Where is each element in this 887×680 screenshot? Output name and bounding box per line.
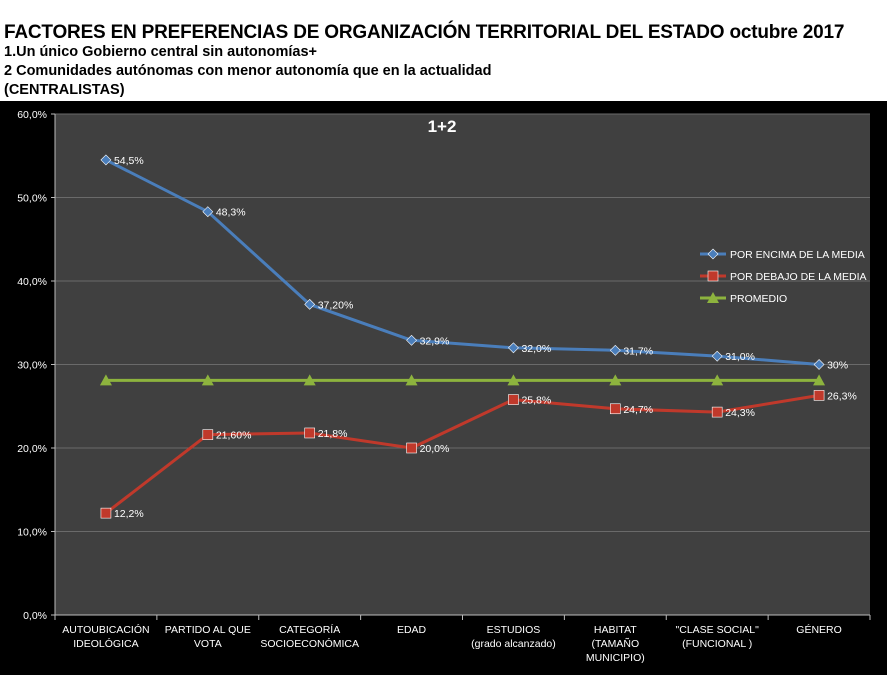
x-tick-label: "CLASE SOCIAL" [676, 624, 760, 636]
x-tick-label: HABITAT [594, 624, 637, 636]
subtitle-line-2: 2 Comunidades autónomas con menor autono… [4, 63, 492, 79]
data-point [304, 427, 315, 439]
page-title: FACTORES EN PREFERENCIAS DE ORGANIZACIÓN… [4, 22, 845, 43]
y-tick-label: 40,0% [17, 276, 47, 288]
y-tick-label: 30,0% [17, 360, 47, 372]
data-label: 25,8% [521, 395, 551, 407]
data-point [610, 403, 621, 415]
data-label: 24,7% [623, 404, 653, 416]
data-point [711, 406, 723, 418]
y-tick-label: 60,0% [17, 109, 47, 121]
subtitle-line-1: 1.Un único Gobierno central sin autonomí… [4, 44, 318, 60]
y-tick-label: 10,0% [17, 527, 47, 539]
subtitle-line-3: (CENTRALISTAS) [4, 82, 125, 98]
x-tick-label: (grado alcanzado) [471, 638, 556, 650]
data-point [609, 374, 622, 386]
data-point [707, 248, 719, 260]
data-point [813, 390, 825, 401]
x-tick-label: SOCIOECONÓMICA [260, 637, 359, 650]
data-point [99, 374, 112, 386]
x-tick-label: MUNICIPIO) [586, 652, 645, 664]
data-point [303, 374, 316, 386]
x-tick-label: AUTOUBICACIÓN [62, 623, 149, 636]
data-point [202, 206, 214, 218]
data-label: 30% [827, 360, 848, 372]
data-label: 31,7% [623, 345, 653, 357]
data-point [508, 394, 519, 405]
data-point [507, 374, 520, 386]
data-point [508, 342, 519, 354]
header: FACTORES EN PREFERENCIAS DE ORGANIZACIÓN… [0, 0, 887, 101]
y-tick-label: 0,0% [23, 610, 47, 622]
data-point [201, 374, 214, 386]
data-label: 37,20% [318, 299, 354, 311]
data-label: 26,3% [827, 390, 857, 402]
data-point [406, 442, 417, 454]
legend-label: POR ENCIMA DE LA MEDIA [730, 249, 865, 261]
data-label: 32,0% [521, 343, 551, 355]
x-tick-label: GÉNERO [796, 623, 842, 636]
x-tick-label: (FUNCIONAL ) [682, 638, 752, 650]
data-point [202, 429, 214, 440]
data-label: 54,5% [114, 155, 144, 167]
data-point [405, 374, 418, 386]
data-point [304, 298, 316, 310]
data-label: 20,0% [420, 443, 450, 455]
x-tick-label: ESTUDIOS [487, 624, 541, 636]
data-label: 48,3% [216, 207, 246, 219]
legend-label: PROMEDIO [730, 293, 787, 305]
data-point [711, 350, 723, 362]
data-label: 31,0% [725, 351, 755, 363]
x-tick-label: EDAD [397, 624, 427, 636]
x-tick-label: PARTIDO AL QUE [165, 624, 251, 636]
data-label: 21,60% [216, 430, 252, 442]
data-point [100, 154, 112, 166]
data-point [813, 374, 826, 386]
data-label: 21,8% [318, 428, 348, 440]
data-label: 32,9% [420, 335, 450, 347]
data-point [813, 359, 825, 370]
chart-title: 1+2 [428, 117, 457, 136]
data-point [609, 344, 621, 356]
data-point [711, 374, 724, 386]
y-tick-label: 20,0% [17, 443, 47, 455]
x-tick-label: VOTA [194, 638, 222, 650]
x-tick-label: IDEOLÓGICA [73, 637, 138, 650]
data-point [100, 507, 112, 519]
data-point [707, 292, 719, 303]
chart-area: 0,0% 10,0% 20,0% 30,0% 40,0% 50,0% 60,0% AUTOUB… [0, 101, 887, 675]
series-line [105, 158, 820, 366]
x-tick-label: (TAMAÑO [591, 637, 639, 650]
line-chart: 0,0% 10,0% 20,0% 30,0% 40,0% 50,0% 60,0% AUTOUB… [17, 109, 871, 664]
legend-label: POR DEBAJO DE LA MEDIA [730, 271, 867, 283]
data-label: 24,3% [725, 407, 755, 419]
data-point [406, 334, 417, 346]
data-label: 12,2% [114, 508, 144, 520]
x-tick-label: CATEGORÍA [279, 623, 340, 636]
series-line [104, 393, 820, 515]
data-point [707, 270, 719, 282]
y-tick-label: 50,0% [17, 193, 47, 205]
